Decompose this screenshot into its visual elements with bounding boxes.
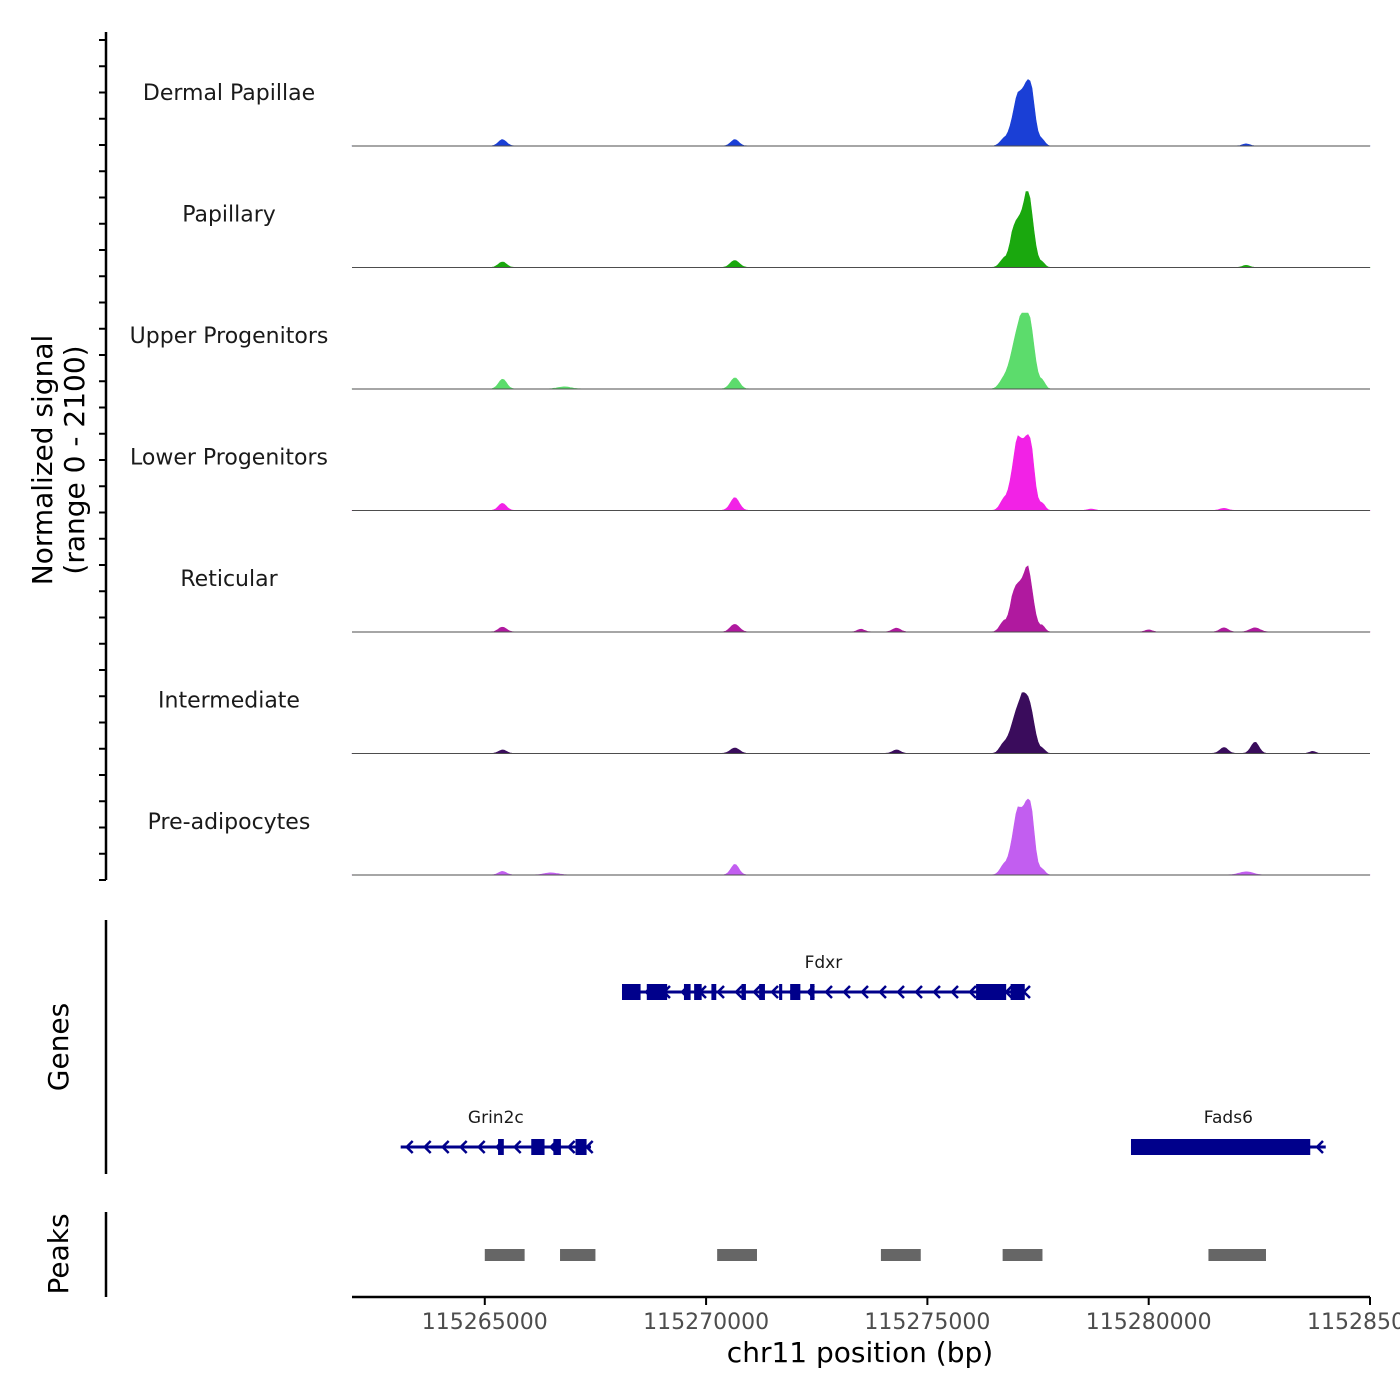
track-label: Dermal Papillae: [143, 81, 315, 106]
signal-area-reticular: [351, 565, 1371, 633]
signal-area-papillary: [351, 191, 1371, 268]
x-tick-label: 115285000: [1307, 1310, 1400, 1335]
gene-exon: [646, 984, 668, 1000]
track-papillary: Papillary: [182, 191, 1371, 268]
gene-fads6: Fads6: [1130, 1108, 1326, 1155]
strand-arrow: [824, 985, 833, 999]
gene-exon: [621, 984, 641, 1000]
peak-region: [717, 1249, 757, 1261]
track-reticular: Reticular: [180, 565, 1371, 633]
strand-arrow: [842, 985, 851, 999]
x-tick-label: 115265000: [422, 1310, 548, 1335]
peak-region: [1208, 1249, 1266, 1261]
signal-tracks: Dermal Papillae Papillary Upper Progenitor…: [130, 79, 1371, 876]
track-upper-progenitors: Upper Progenitors: [130, 312, 1371, 390]
track-label: Pre-adipocytes: [148, 810, 311, 835]
strand-arrow: [1315, 1140, 1324, 1154]
strand-arrow: [476, 1140, 486, 1154]
track-label: Papillary: [182, 203, 276, 228]
gene-exon: [498, 1139, 504, 1155]
track-label: Lower Progenitors: [130, 446, 328, 471]
strand-arrow: [896, 985, 905, 999]
strand-arrow: [932, 985, 941, 999]
signal-area-intermediate: [351, 692, 1371, 754]
strand-arrow: [950, 985, 959, 999]
x-axis-title: chr11 position (bp): [727, 1336, 993, 1369]
strand-arrow: [440, 1140, 450, 1154]
gene-exon: [759, 984, 765, 1000]
y-axis-title-line1: Normalized signal: [26, 335, 59, 586]
x-axis: 115265000 115270000 115275000 115280000 1152…: [352, 1295, 1400, 1335]
peak-region: [484, 1249, 525, 1261]
gene-exon: [1010, 984, 1025, 1000]
gene-label: Fdxr: [805, 953, 843, 973]
gene-label: Fads6: [1204, 1108, 1253, 1128]
strand-arrow: [1022, 985, 1031, 999]
signal-area-upper-progenitors: [351, 312, 1371, 390]
strand-arrow: [512, 1140, 522, 1154]
signal-area-lower-progenitors: [351, 434, 1371, 511]
strand-arrow: [734, 985, 743, 999]
x-tick-label: 115275000: [864, 1310, 990, 1335]
x-tick-label: 115270000: [643, 1310, 769, 1335]
y-axis: [99, 32, 108, 881]
genes-axis-title: Genes: [42, 1003, 75, 1091]
track-pre-adipocytes: Pre-adipocytes: [148, 798, 1371, 876]
strand-arrow: [770, 985, 779, 999]
track-label: Intermediate: [158, 689, 300, 714]
gene-exon: [976, 984, 1007, 1000]
gene-exon: [694, 984, 702, 1000]
strand-arrow: [458, 1140, 468, 1154]
strand-arrow: [716, 985, 725, 999]
strand-arrow: [878, 985, 887, 999]
strand-arrow: [752, 985, 761, 999]
gene-exon: [553, 1139, 561, 1155]
gene-grin2c: Grin2c: [400, 1108, 594, 1155]
gene-exon: [683, 984, 691, 1000]
genes-panel: Genes Fdxr Grin2c Fads6: [42, 920, 1326, 1174]
track-lower-progenitors: Lower Progenitors: [130, 434, 1371, 511]
strand-arrow: [914, 985, 923, 999]
track-label: Upper Progenitors: [130, 324, 329, 349]
peaks-axis-title: Peaks: [42, 1213, 75, 1294]
gene-exon: [779, 984, 783, 1000]
gene-exon: [1130, 1139, 1311, 1155]
gene-exon: [575, 1139, 587, 1155]
signal-area-pre-adipocytes: [351, 798, 1371, 876]
gene-label: Grin2c: [468, 1108, 524, 1128]
x-tick-label: 115280000: [1086, 1310, 1212, 1335]
strand-arrow: [860, 985, 869, 999]
strand-arrow: [566, 1140, 576, 1154]
peak-region: [1002, 1249, 1043, 1261]
signal-area-dermal-papillae: [351, 79, 1371, 147]
gene-exon: [531, 1139, 545, 1155]
gene-fdxr: Fdxr: [621, 953, 1031, 1000]
track-label: Reticular: [180, 567, 278, 592]
gene-exon: [741, 984, 746, 1000]
peak-region: [560, 1249, 596, 1261]
peak-region: [880, 1249, 921, 1261]
gene-exon: [810, 984, 815, 1000]
track-intermediate: Intermediate: [158, 689, 1371, 754]
strand-arrow: [584, 1140, 594, 1154]
strand-arrow: [404, 1140, 414, 1154]
strand-arrow: [422, 1140, 432, 1154]
peaks-panel: Peaks: [42, 1212, 1266, 1297]
gene-exon: [790, 984, 801, 1000]
gene-exon: [711, 984, 717, 1000]
strand-arrow: [968, 985, 977, 999]
y-axis-title-line2: (range 0 - 2100): [58, 345, 91, 574]
track-dermal-papillae: Dermal Papillae: [143, 79, 1371, 147]
